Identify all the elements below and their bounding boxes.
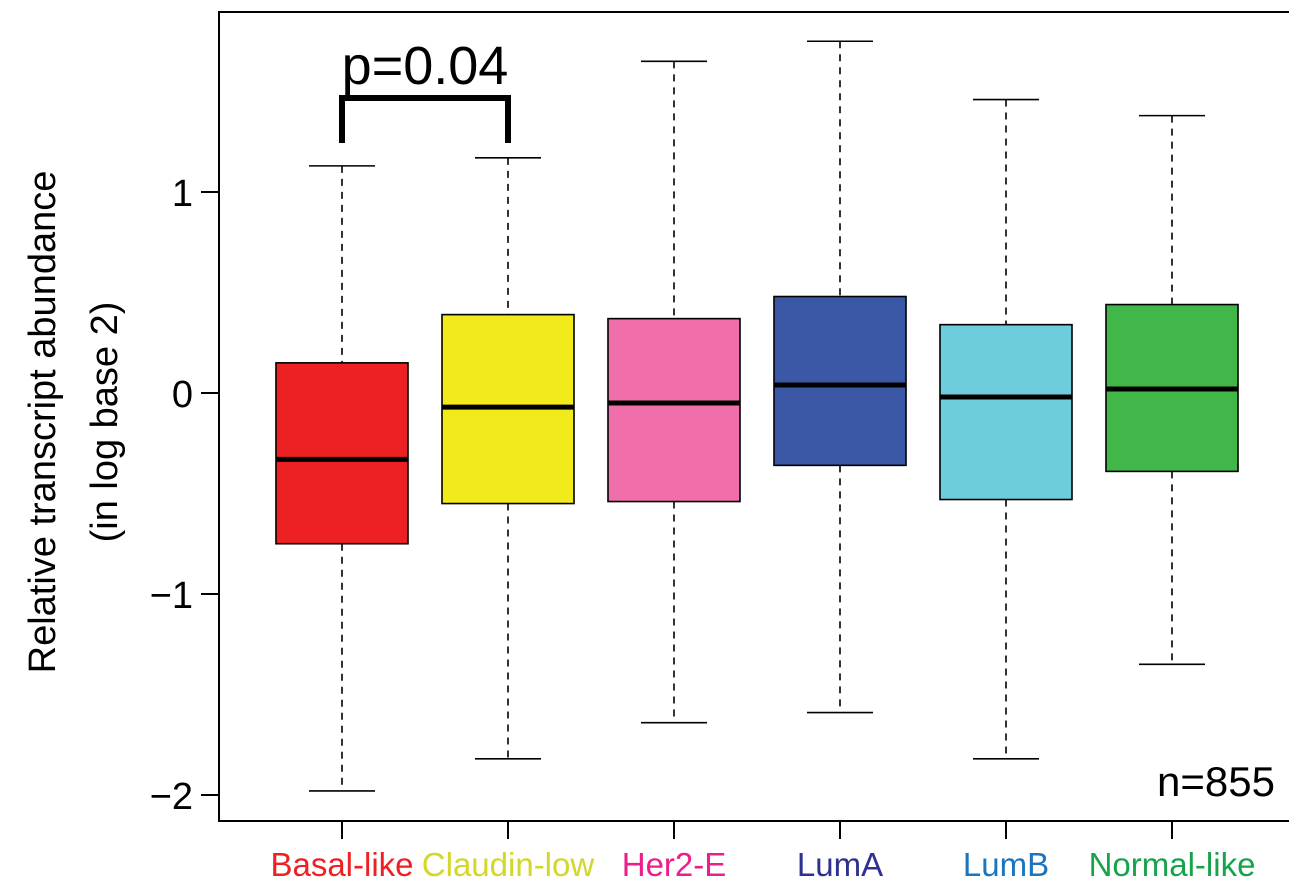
iqr-box — [275, 362, 409, 545]
x-tick-label: Her2-E — [622, 846, 727, 883]
box-group — [275, 165, 409, 792]
box-group — [1105, 114, 1239, 666]
box-group — [441, 157, 575, 760]
y-tick-label: 1 — [172, 173, 193, 215]
x-tick-label: Claudin-low — [422, 846, 595, 883]
box-group — [773, 40, 907, 714]
box-group — [607, 60, 741, 724]
significance-annotation: p=0.04 — [339, 36, 511, 143]
x-tick-label: Basal-like — [270, 846, 413, 883]
plot-frame — [218, 11, 1289, 822]
x-tick-label: LumB — [963, 846, 1049, 883]
x-tick-label: LumA — [797, 846, 883, 883]
y-axis-label-line2: (in log base 2) — [84, 302, 126, 543]
x-tick-label: Normal-like — [1089, 846, 1256, 883]
y-axis: 1 0 −1 −2 — [150, 173, 219, 818]
iqr-box — [773, 295, 907, 467]
significance-bracket — [339, 95, 511, 143]
box-group — [939, 98, 1073, 760]
boxes-layer — [275, 40, 1239, 792]
y-axis-label-line1: Relative transcript abundance — [22, 171, 64, 674]
iqr-box — [607, 317, 741, 503]
y-tick-label: −2 — [150, 776, 193, 818]
y-tick-label: −1 — [150, 575, 193, 617]
iqr-box — [939, 323, 1073, 501]
p-value-label: p=0.04 — [342, 36, 509, 96]
y-tick-label: 0 — [172, 374, 193, 416]
x-axis: Basal-like Claudin-low Her2-E LumA LumB Norma… — [270, 821, 1255, 883]
sample-size-label: n=855 — [1157, 758, 1275, 805]
